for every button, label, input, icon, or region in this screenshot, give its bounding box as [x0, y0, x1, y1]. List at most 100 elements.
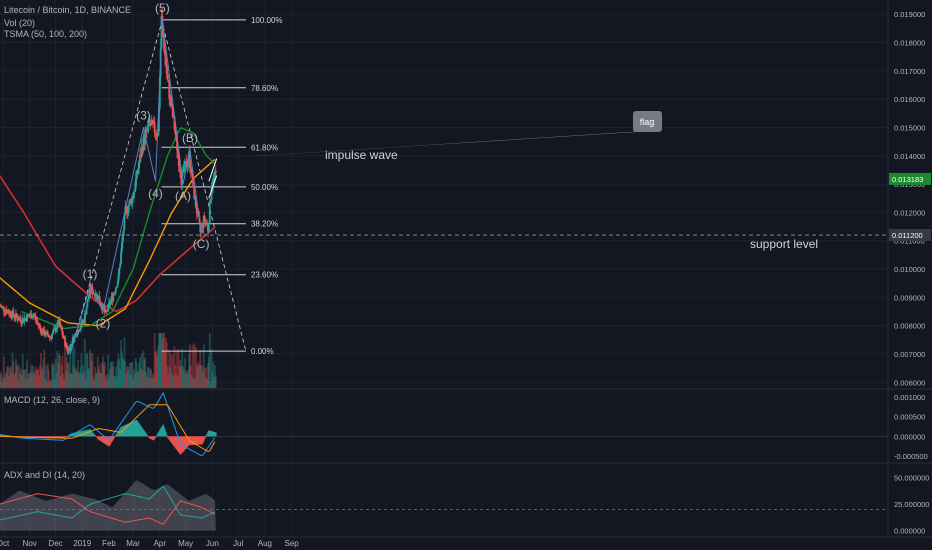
- candle-body: [65, 343, 68, 349]
- price-tick-label: 0.019000: [894, 10, 925, 19]
- volume-bar: [83, 371, 85, 388]
- flag-callout-label: flag: [640, 117, 655, 127]
- volume-bar: [78, 373, 81, 388]
- volume-bar: [120, 351, 123, 388]
- volume-bar: [27, 379, 29, 388]
- volume-bar: [71, 373, 73, 388]
- volume-bar: [5, 371, 8, 388]
- candle-body: [175, 134, 178, 136]
- volume-bar: [89, 349, 91, 388]
- fib-trend-line: [161, 19, 247, 352]
- volume-bar: [134, 357, 137, 388]
- volume-bar: [197, 361, 200, 388]
- candle-body: [77, 329, 79, 335]
- volume-bar: [150, 369, 153, 388]
- volume-bar: [112, 361, 115, 388]
- impulse-wave-label: impulse wave: [325, 148, 398, 162]
- candle-body: [64, 336, 66, 346]
- candle-body: [27, 315, 30, 317]
- volume-bar: [22, 369, 25, 388]
- volume-bar: [193, 343, 196, 388]
- volume-bar: [194, 377, 197, 388]
- macd-tick-label: 0.000500: [894, 413, 925, 422]
- candle-body: [17, 320, 20, 322]
- volume-bar: [176, 376, 179, 388]
- time-tick-label: Feb: [102, 539, 116, 548]
- time-tick-label: Mar: [126, 539, 140, 548]
- fib-level-label: 23.60%: [251, 271, 278, 280]
- candle-body: [145, 129, 147, 134]
- candle-body: [60, 325, 63, 331]
- volume-bar: [49, 379, 52, 388]
- volume-bar: [121, 357, 124, 388]
- wave-label: (C): [193, 237, 210, 251]
- volume-bar: [90, 361, 93, 388]
- adx-indicator-label[interactable]: ADX and DI (14, 20): [4, 470, 86, 480]
- candle-body: [33, 315, 36, 317]
- volume-bar: [198, 364, 201, 388]
- candle-body: [109, 300, 112, 305]
- candle-body: [185, 161, 188, 167]
- tsma-indicator-label[interactable]: TSMA (50, 100, 200): [4, 29, 88, 39]
- volume-bar: [160, 333, 163, 388]
- volume-bar: [129, 374, 132, 388]
- volume-bar: [89, 353, 92, 388]
- volume-bar: [145, 371, 147, 388]
- candle-body: [13, 315, 16, 318]
- candle-body: [174, 129, 177, 135]
- volume-bar: [72, 365, 75, 388]
- candle-body: [162, 25, 165, 38]
- volume-bar: [14, 372, 16, 388]
- candle-body: [191, 170, 194, 183]
- volume-bar: [43, 349, 46, 388]
- candle-body: [165, 65, 168, 74]
- macd-indicator-label[interactable]: MACD (12, 26, close, 9): [4, 395, 101, 405]
- volume-bar: [65, 357, 68, 388]
- time-tick-label: Aug: [258, 539, 272, 548]
- candle-body: [23, 318, 26, 322]
- candle-body: [69, 344, 72, 351]
- adx-tick-label: 25.000000: [894, 500, 929, 509]
- volume-bar: [63, 379, 66, 388]
- candle-body: [86, 300, 89, 308]
- candle-body: [80, 321, 83, 328]
- volume-bar: [93, 379, 96, 388]
- candle-body: [154, 132, 157, 134]
- volume-bar: [52, 363, 55, 388]
- candle-body: [16, 316, 19, 321]
- candle-body: [140, 146, 143, 157]
- candle-body: [45, 331, 47, 336]
- wave-label: (2): [96, 317, 111, 331]
- volume-bar: [94, 366, 97, 388]
- time-tick-label: Dec: [48, 539, 62, 548]
- volume-bar: [71, 345, 74, 388]
- volume-bar: [0, 371, 2, 388]
- volume-bar: [37, 368, 40, 388]
- volume-bar: [161, 339, 164, 388]
- candle-body: [43, 328, 46, 336]
- adx-tick-label: 0.000000: [894, 527, 925, 536]
- candle-body: [170, 95, 172, 106]
- time-tick-label: Jul: [233, 539, 243, 548]
- volume-bar: [88, 368, 91, 388]
- volume-bar: [148, 378, 151, 388]
- volume-bar: [172, 375, 175, 388]
- volume-bar: [96, 373, 98, 388]
- volume-indicator-label[interactable]: Vol (20): [4, 18, 36, 28]
- volume-bar: [152, 373, 154, 388]
- volume-bar: [111, 365, 114, 388]
- candle-body: [106, 310, 109, 312]
- candle-body: [135, 170, 138, 180]
- volume-bar: [202, 344, 205, 388]
- candle-body: [51, 333, 54, 339]
- time-tick-label: Sep: [284, 539, 299, 548]
- support-price-tag-box: [889, 229, 931, 242]
- volume-bar: [100, 372, 103, 388]
- volume-bar: [195, 364, 198, 388]
- volume-bar: [207, 363, 209, 388]
- candle-body: [112, 294, 115, 301]
- candle-body: [85, 307, 88, 315]
- candle-body: [121, 236, 124, 243]
- volume-bar: [144, 357, 147, 388]
